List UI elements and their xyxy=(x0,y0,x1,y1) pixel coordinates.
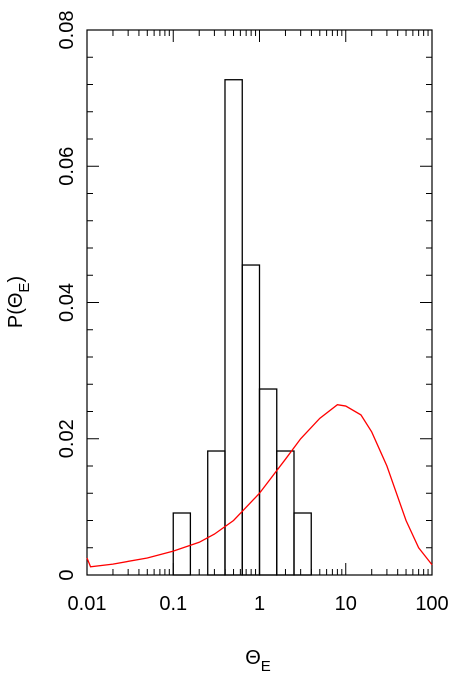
y-tick-label: 0.08 xyxy=(56,11,78,50)
y-tick-label: 0.02 xyxy=(56,419,78,458)
y-label-main: P(Θ xyxy=(5,293,27,329)
histogram-bar xyxy=(293,512,312,576)
histogram-bar xyxy=(207,450,226,576)
x-label-main: Θ xyxy=(245,647,261,669)
histogram-bar xyxy=(224,79,243,576)
curve xyxy=(86,404,433,568)
x-tick-label: 100 xyxy=(415,593,448,615)
x-tick-label: 10 xyxy=(335,593,357,615)
x-label-sub: E xyxy=(261,658,271,675)
y-label-end: ) xyxy=(5,276,27,283)
y-tick-label: 0 xyxy=(56,569,78,580)
x-axis-label: ΘE xyxy=(245,647,271,675)
histogram-bar xyxy=(276,450,295,576)
y-axis-label: P(ΘE) xyxy=(5,276,33,328)
histogram-bar xyxy=(241,264,261,576)
histogram-bar xyxy=(172,512,192,576)
x-tick-label: 0.01 xyxy=(68,593,107,615)
y-tick-label: 0.06 xyxy=(56,147,78,186)
x-tick-label: 0.1 xyxy=(159,593,187,615)
y-tick-label: 0.04 xyxy=(56,283,78,322)
x-tick-label: 1 xyxy=(254,593,265,615)
y-label-sub: E xyxy=(16,283,33,293)
